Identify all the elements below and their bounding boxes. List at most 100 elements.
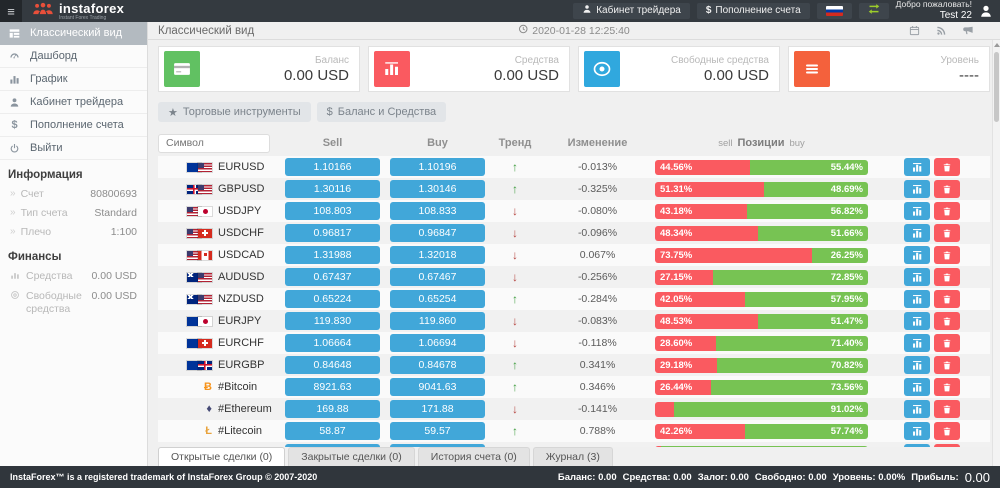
open-chart-button[interactable] <box>904 422 930 440</box>
remove-instrument-button[interactable] <box>934 290 960 308</box>
open-chart-button[interactable] <box>904 180 930 198</box>
scroll-up-icon[interactable] <box>993 43 1000 47</box>
rss-icon[interactable] <box>936 25 947 36</box>
deposit-button[interactable]: $ Пополнение счета <box>696 2 810 19</box>
trend-cell: ↓ <box>490 248 540 262</box>
bottom-tab-3[interactable]: История счета (0) <box>417 447 530 466</box>
remove-instrument-button[interactable] <box>934 224 960 242</box>
buy-price-button[interactable]: 9041.63 <box>390 378 485 396</box>
hamburger-menu-icon[interactable]: ≡ <box>0 0 22 22</box>
buy-price-button[interactable]: 119.860 <box>390 312 485 330</box>
filter-button-2[interactable]: $ Баланс и Средства <box>316 102 447 122</box>
sidebar-item-1[interactable]: Дашборд <box>0 45 147 68</box>
change-cell: -0.080% <box>540 205 655 217</box>
sell-price-button[interactable]: 169.88 <box>285 400 380 418</box>
trend-cell: ↓ <box>490 402 540 416</box>
sell-price-button[interactable]: 0.96817 <box>285 224 380 242</box>
symbol-label: GBPUSD <box>218 183 265 195</box>
sell-price-button[interactable]: 1.10166 <box>285 158 380 176</box>
remove-instrument-button[interactable] <box>934 202 960 220</box>
sell-price-button[interactable]: 119.830 <box>285 312 380 330</box>
ltc-icon: Ł <box>205 424 212 437</box>
buy-price-button[interactable]: 0.84678 <box>390 356 485 374</box>
vertical-scrollbar[interactable] <box>992 40 1000 466</box>
filter-button-label: Торговые инструменты <box>182 106 301 118</box>
change-value: -0.080% <box>577 205 618 217</box>
positions-bar: 51.31% 48.69% <box>655 181 868 197</box>
table-row: EURCHF 1.06664 1.06694 ↓ -0.118% 28.60% 71.40% <box>158 332 990 354</box>
open-chart-button[interactable] <box>904 158 930 176</box>
sell-cell: 0.67437 <box>280 268 385 286</box>
buy-price-button[interactable]: 1.32018 <box>390 246 485 264</box>
open-chart-button[interactable] <box>904 224 930 242</box>
change-value: -0.096% <box>577 227 618 239</box>
buy-price-button[interactable]: 59.57 <box>390 422 485 440</box>
sell-price-button[interactable]: 1.30116 <box>285 180 380 198</box>
remove-instrument-button[interactable] <box>934 312 960 330</box>
buy-price-button[interactable]: 1.06694 <box>390 334 485 352</box>
remove-instrument-button[interactable] <box>934 400 960 418</box>
calendar-icon[interactable] <box>909 25 920 36</box>
exchange-button[interactable] <box>858 2 889 19</box>
trend-up-icon: ↑ <box>512 160 518 174</box>
open-chart-button[interactable] <box>904 268 930 286</box>
sidebar-item-3[interactable]: Кабинет трейдера <box>0 91 147 114</box>
buy-price-button[interactable]: 0.67467 <box>390 268 485 286</box>
sell-price-button[interactable]: 8921.63 <box>285 378 380 396</box>
sell-price-button[interactable]: 1.06664 <box>285 334 380 352</box>
open-chart-button[interactable] <box>904 400 930 418</box>
buy-cell: 0.96847 <box>385 224 490 242</box>
open-chart-button[interactable] <box>904 290 930 308</box>
remove-instrument-button[interactable] <box>934 246 960 264</box>
sell-price-button[interactable]: 1.31988 <box>285 246 380 264</box>
sidebar-item-4[interactable]: $ Пополнение счета <box>0 114 147 137</box>
positions-cell: 29.18% 70.82% <box>655 357 904 373</box>
buy-price-button[interactable]: 1.10196 <box>390 158 485 176</box>
flag-gb-icon <box>198 360 212 370</box>
sidebar-item-classic-view[interactable]: Классический вид <box>0 22 147 45</box>
open-chart-button[interactable] <box>904 356 930 374</box>
buy-price-button[interactable]: 108.833 <box>390 202 485 220</box>
flag-eu-icon <box>187 162 201 172</box>
finance-row: Средства 0.00 USD <box>0 267 147 286</box>
bottom-tab-1[interactable]: Открытые сделки (0) <box>158 447 286 466</box>
sell-price-button[interactable]: 0.65224 <box>285 290 380 308</box>
open-chart-button[interactable] <box>904 202 930 220</box>
buy-price-button[interactable]: 1.30146 <box>390 180 485 198</box>
sell-price-button[interactable]: 58.87 <box>285 422 380 440</box>
sell-price-button[interactable]: 0.84648 <box>285 356 380 374</box>
trader-cabinet-button[interactable]: Кабинет трейдера <box>573 2 690 19</box>
remove-instrument-button[interactable] <box>934 268 960 286</box>
remove-instrument-button[interactable] <box>934 180 960 198</box>
buy-price-button[interactable]: 0.96847 <box>390 224 485 242</box>
remove-instrument-button[interactable] <box>934 158 960 176</box>
sidebar-item-2[interactable]: График <box>0 68 147 91</box>
open-chart-button[interactable] <box>904 334 930 352</box>
remove-instrument-button[interactable] <box>934 378 960 396</box>
filter-button-1[interactable]: ★ Торговые инструменты <box>158 102 311 122</box>
remove-instrument-button[interactable] <box>934 356 960 374</box>
date-bar: Классический вид 2020-01-28 12:25:40 <box>148 22 1000 40</box>
symbol-label: #Litecoin <box>218 425 263 437</box>
sell-price-button[interactable]: 0.67437 <box>285 268 380 286</box>
user-icon <box>582 4 592 17</box>
sell-positions-segment: 73.75% <box>655 247 813 263</box>
scrollbar-thumb[interactable] <box>994 52 999 122</box>
sidebar-item-5[interactable]: Выйти <box>0 137 147 160</box>
language-button[interactable] <box>816 2 852 19</box>
bottom-tab-4[interactable]: Журнал (3) <box>532 447 613 466</box>
remove-instrument-button[interactable] <box>934 422 960 440</box>
avatar-icon[interactable] <box>979 4 993 18</box>
symbol-filter-input[interactable] <box>158 133 270 153</box>
buy-price-button[interactable]: 171.88 <box>390 400 485 418</box>
open-chart-button[interactable] <box>904 378 930 396</box>
buy-price-button[interactable]: 0.65254 <box>390 290 485 308</box>
open-chart-button[interactable] <box>904 246 930 264</box>
remove-instrument-button[interactable] <box>934 334 960 352</box>
open-chart-button[interactable] <box>904 312 930 330</box>
positions-cell: 26.44% 73.56% <box>655 379 904 395</box>
sell-price-button[interactable]: 108.803 <box>285 202 380 220</box>
positions-bar: 26.44% 73.56% <box>655 379 868 395</box>
megaphone-icon[interactable] <box>963 25 974 36</box>
bottom-tab-2[interactable]: Закрытые сделки (0) <box>288 447 415 466</box>
